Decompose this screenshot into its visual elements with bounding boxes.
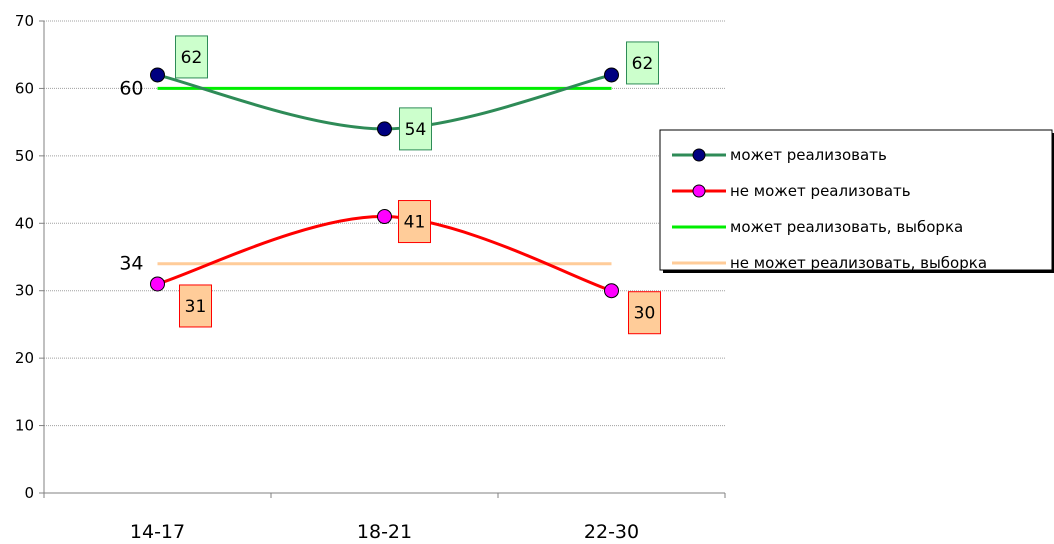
- data-label-box: [399, 107, 432, 151]
- data-label: 54: [399, 107, 432, 151]
- x-tick-label: 14-17: [130, 521, 185, 543]
- y-axis-ticks: 0 10 20 30 40 50 60 70: [15, 12, 44, 502]
- series-lines: [157, 73, 612, 293]
- data-label-box: [626, 41, 659, 85]
- data-point: [377, 209, 392, 225]
- data-point: [150, 276, 165, 292]
- x-tick-label: 22-30: [584, 521, 639, 543]
- data-label-value: 62: [181, 48, 203, 68]
- legend-entry-label: может реализовать: [730, 146, 887, 164]
- data-label-value: 30: [634, 304, 656, 324]
- series-line: [157, 73, 612, 131]
- data-label-value: 41: [404, 213, 426, 233]
- y-tick-label: 70: [15, 12, 34, 30]
- data-point: [604, 67, 619, 83]
- data-label-value: 54: [405, 120, 427, 140]
- y-tick-label: 50: [15, 147, 34, 165]
- data-label: 30: [628, 291, 661, 335]
- y-tick-label: 40: [15, 214, 34, 232]
- data-point: [604, 283, 619, 299]
- data-label: 62: [626, 41, 659, 85]
- legend-swatch-marker: [692, 184, 706, 198]
- data-label-box: [398, 200, 431, 244]
- data-label: 41: [398, 200, 431, 244]
- y-tick-label: 0: [24, 484, 34, 502]
- data-label-box: [175, 35, 208, 79]
- data-point: [377, 121, 392, 137]
- x-axis-ticks: 14-17 18-21 22-30: [43, 493, 726, 543]
- data-labels: 62 54 62 31 41 30: [175, 35, 661, 335]
- data-label-value: 62: [632, 54, 654, 74]
- legend-entry-label: может реализовать, выборка: [730, 218, 963, 236]
- x-tick-label: 18-21: [357, 521, 412, 543]
- y-tick-label: 60: [15, 79, 34, 97]
- legend-entry-label: не может реализовать: [730, 182, 911, 200]
- reference-line-label: 60: [119, 77, 143, 99]
- legend-box: [659, 129, 1053, 271]
- data-label-value: 31: [185, 297, 207, 317]
- y-tick-label: 30: [15, 282, 34, 300]
- y-tick-label: 10: [15, 417, 34, 435]
- y-tick-label: 20: [15, 349, 34, 367]
- legend-swatch-marker: [692, 148, 706, 162]
- data-label: 62: [175, 35, 208, 79]
- axes: [43, 21, 725, 494]
- reference-line-label: 34: [119, 253, 143, 275]
- series-line: [157, 215, 612, 293]
- data-point: [150, 67, 165, 83]
- reference-labels: 60 34: [119, 77, 143, 274]
- data-label-box: [628, 291, 661, 335]
- series-markers: [150, 67, 619, 299]
- data-label-box: [179, 284, 212, 328]
- legend-entry-label: не может реализовать, выборка: [730, 254, 987, 272]
- data-label: 31: [179, 284, 212, 328]
- legend: может реализовать не может реализовать мож…: [659, 129, 1054, 273]
